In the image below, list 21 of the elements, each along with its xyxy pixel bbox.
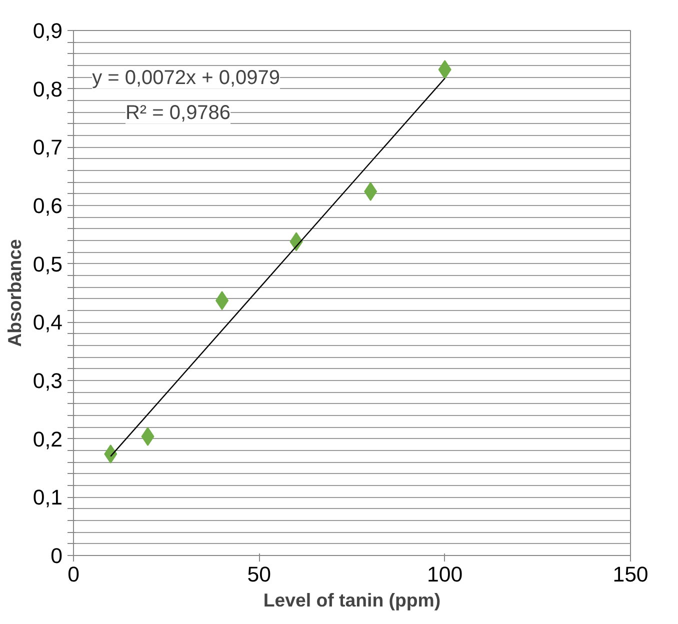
y-tick-label: 0: [50, 544, 63, 568]
x-tick-label: 50: [247, 562, 272, 586]
y-tick-label: 0,8: [32, 77, 63, 102]
x-tick-label: 150: [612, 562, 648, 586]
y-tick-label: 0,2: [32, 427, 63, 452]
y-tick-label: 0,5: [32, 252, 63, 276]
annotation: y = 0,0072x + 0,0979: [92, 66, 280, 89]
x-tick-label: 0: [68, 562, 80, 586]
y-tick-label: 0,9: [32, 19, 63, 43]
x-tick-label: 100: [427, 562, 463, 586]
y-tick-label: 0,1: [32, 486, 63, 510]
y-tick-label: 0,4: [32, 310, 63, 335]
point: [141, 427, 154, 446]
point: [364, 182, 378, 201]
y-tick-label: 0,7: [32, 136, 63, 160]
point: [104, 444, 118, 464]
y-tick-label: 0,3: [32, 369, 63, 393]
y-axis-title: Absorbance: [4, 239, 25, 347]
x-axis-title: Level of tanin (ppm): [263, 590, 441, 610]
y-tick-label: 0,6: [32, 194, 63, 218]
annotation: R² = 0,9786: [125, 102, 231, 124]
